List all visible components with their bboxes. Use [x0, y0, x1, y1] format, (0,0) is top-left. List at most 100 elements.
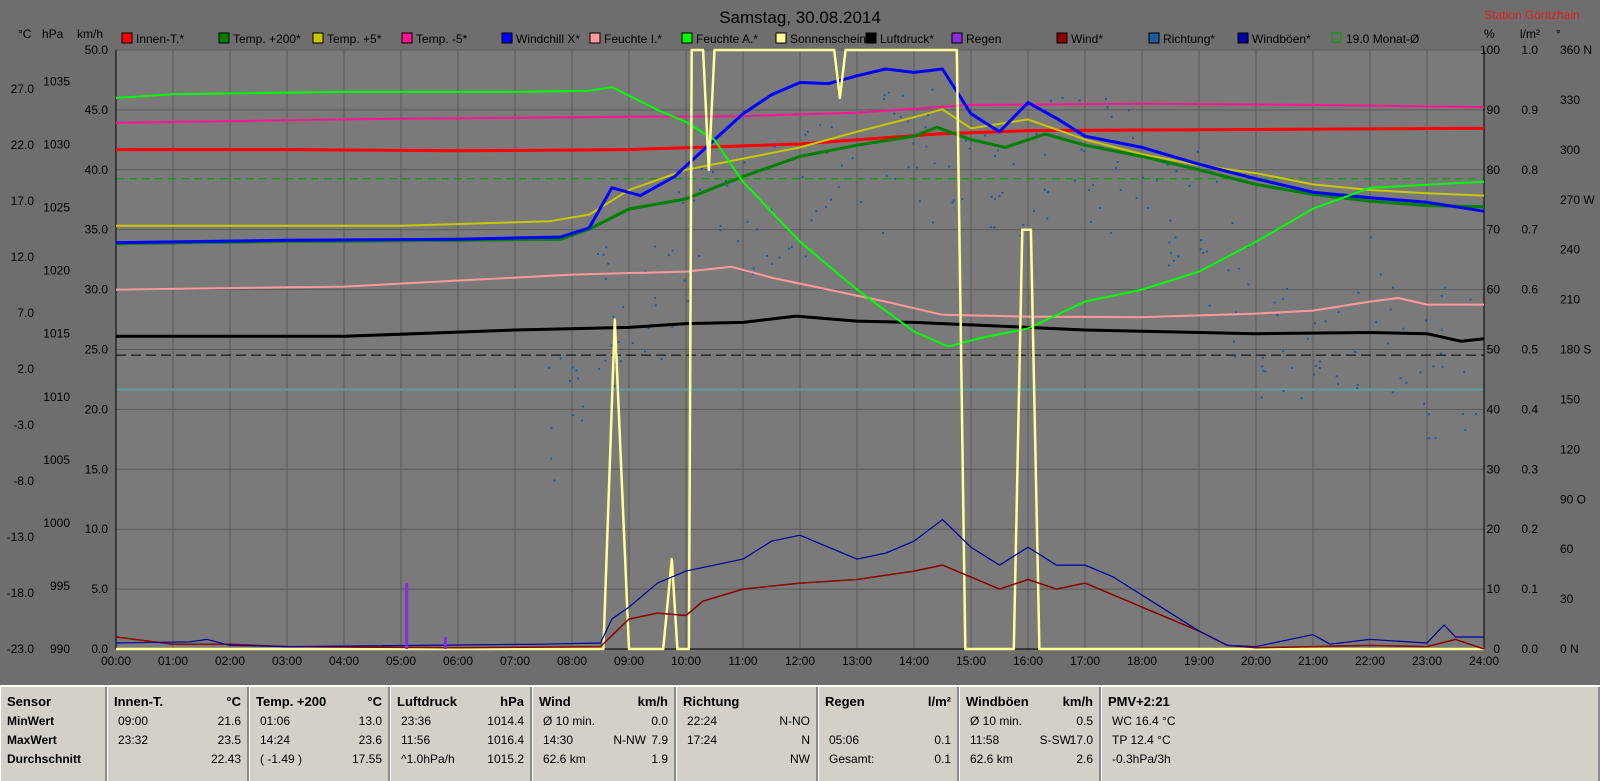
series-line-luftdruck: [116, 314, 1485, 343]
direction-point: [883, 97, 886, 100]
direction-point: [885, 174, 888, 177]
direction-point: [604, 359, 607, 362]
hpa-tick-label: 1030: [43, 138, 70, 152]
summary-column: Temp. +200 °C 01:06 13.0 14:24 23.6 ( -1.49 ) 1…: [249, 687, 390, 781]
direction-point: [701, 168, 704, 171]
direction-point: [1127, 109, 1130, 112]
percent-tick-label: 0: [1493, 642, 1500, 656]
degree-tick-label: 30: [1560, 592, 1574, 606]
x-tick-label: 13:00: [842, 654, 872, 668]
summary-column: Luftdruck hPa 23:36 1014.4 11:56 1016.4 ^1.0hP…: [390, 687, 532, 781]
direction-point: [1474, 412, 1477, 415]
summary-cell-label: 11:56: [401, 733, 431, 747]
direction-point: [1166, 163, 1169, 166]
direction-point: [1273, 301, 1276, 304]
direction-point: [1012, 163, 1015, 166]
direction-point: [1336, 382, 1339, 385]
direction-point: [1282, 297, 1285, 300]
celsius-tick-label: -13.0: [7, 530, 35, 544]
summary-header-unit: l/m²: [927, 694, 951, 709]
direction-point: [1391, 391, 1394, 394]
legend-label: Temp. +200*: [233, 32, 301, 46]
percent-tick-label: 80: [1487, 163, 1501, 177]
x-tick-label: 05:00: [386, 654, 416, 668]
lm2-tick-label: 0.6: [1521, 283, 1538, 297]
summary-row: 14:24 23.6: [256, 731, 382, 749]
degree-unit-label: °: [1556, 27, 1561, 41]
direction-point: [1314, 364, 1317, 367]
direction-point: [1188, 184, 1191, 187]
legend-label: Temp. -5*: [416, 32, 468, 46]
direction-point: [993, 226, 996, 229]
kmh-tick-label: 15.0: [85, 462, 109, 476]
series-layer: [115, 48, 1485, 651]
series-line-feuchte-a: [115, 86, 1485, 348]
x-tick-label: 10:00: [671, 654, 701, 668]
direction-point: [1049, 99, 1052, 102]
summary-row: NW: [683, 750, 810, 768]
summary-cell-value: 17.55: [351, 752, 382, 766]
direction-point: [743, 161, 746, 164]
direction-point: [1092, 183, 1095, 186]
kmh-tick-label: 10.0: [85, 522, 109, 536]
celsius-tick-label: 17.0: [11, 194, 35, 208]
summary-row: 62.6 km 2.6: [966, 750, 1093, 768]
chart-legend: Innen-T.* Temp. +200* Temp. +5* Temp. -5* Wi…: [121, 32, 1419, 46]
kmh-tick-label: 40.0: [85, 163, 109, 177]
direction-point: [1078, 99, 1081, 102]
direction-point: [607, 262, 610, 265]
percent-tick-label: 60: [1487, 283, 1501, 297]
direction-point: [925, 145, 928, 148]
degree-tick-label: 180 S: [1560, 343, 1591, 357]
summary-cell-label: Durchschnitt: [7, 752, 82, 766]
direction-point: [1231, 222, 1234, 225]
direction-point: [1276, 314, 1279, 317]
direction-point: [1147, 206, 1150, 209]
direction-point: [1132, 136, 1135, 139]
direction-point: [550, 426, 553, 429]
direction-point: [1261, 356, 1264, 359]
summary-column: Innen-T. °C 09:00 21.6 23:32 23.5 22.43: [107, 687, 249, 781]
x-tick-label: 15:00: [956, 654, 986, 668]
direction-point: [1227, 269, 1230, 272]
direction-point: [577, 377, 580, 380]
summary-row: 62.6 km 1.9: [539, 750, 668, 768]
direction-point: [1370, 236, 1373, 239]
summary-row: 23:32 23.5: [114, 731, 241, 749]
direction-point: [1461, 413, 1464, 416]
legend-label: Innen-T.*: [136, 32, 184, 46]
summary-row: Ø 10 min. 0.5: [966, 712, 1093, 730]
direction-point: [1168, 241, 1171, 244]
direction-point: [882, 232, 885, 235]
celsius-tick-label: -23.0: [7, 642, 35, 656]
direction-point: [918, 200, 921, 203]
summary-header-title: Luftdruck: [397, 694, 457, 709]
celsius-tick-label: -3.0: [13, 418, 34, 432]
direction-point: [1282, 350, 1285, 353]
summary-cell-label: Ø 10 min.: [543, 714, 596, 728]
rain-bar: [443, 637, 447, 649]
series-line-temp-5: [115, 102, 1485, 124]
celsius-tick-label: -18.0: [7, 586, 35, 600]
direction-point: [602, 253, 605, 256]
legend-swatch: [589, 32, 601, 44]
direction-point: [1106, 106, 1109, 109]
summary-column: PMV+2:21 WC 16.4 °C TP 12.4 °C -0.3hPa/3h: [1101, 687, 1600, 781]
direction-point: [1443, 286, 1446, 289]
legend-label: Feuchte A.*: [696, 32, 758, 46]
direction-point: [1200, 239, 1203, 242]
legend-item: Feuchte I.*: [589, 32, 662, 46]
lm2-tick-label: 0.7: [1521, 223, 1538, 237]
direction-point: [1440, 294, 1443, 297]
degree-tick-label: 120: [1560, 442, 1580, 456]
legend-item: Luftdruck*: [865, 32, 934, 46]
direction-point: [1043, 153, 1046, 156]
direction-point: [631, 342, 634, 345]
direction-point: [907, 166, 910, 169]
percent-tick-label: 10: [1487, 582, 1501, 596]
direction-point: [1175, 170, 1178, 173]
summary-cell-label: 23:32: [118, 733, 149, 747]
summary-cell-value: 1015.2: [487, 752, 524, 766]
legend-swatch: [681, 32, 693, 44]
